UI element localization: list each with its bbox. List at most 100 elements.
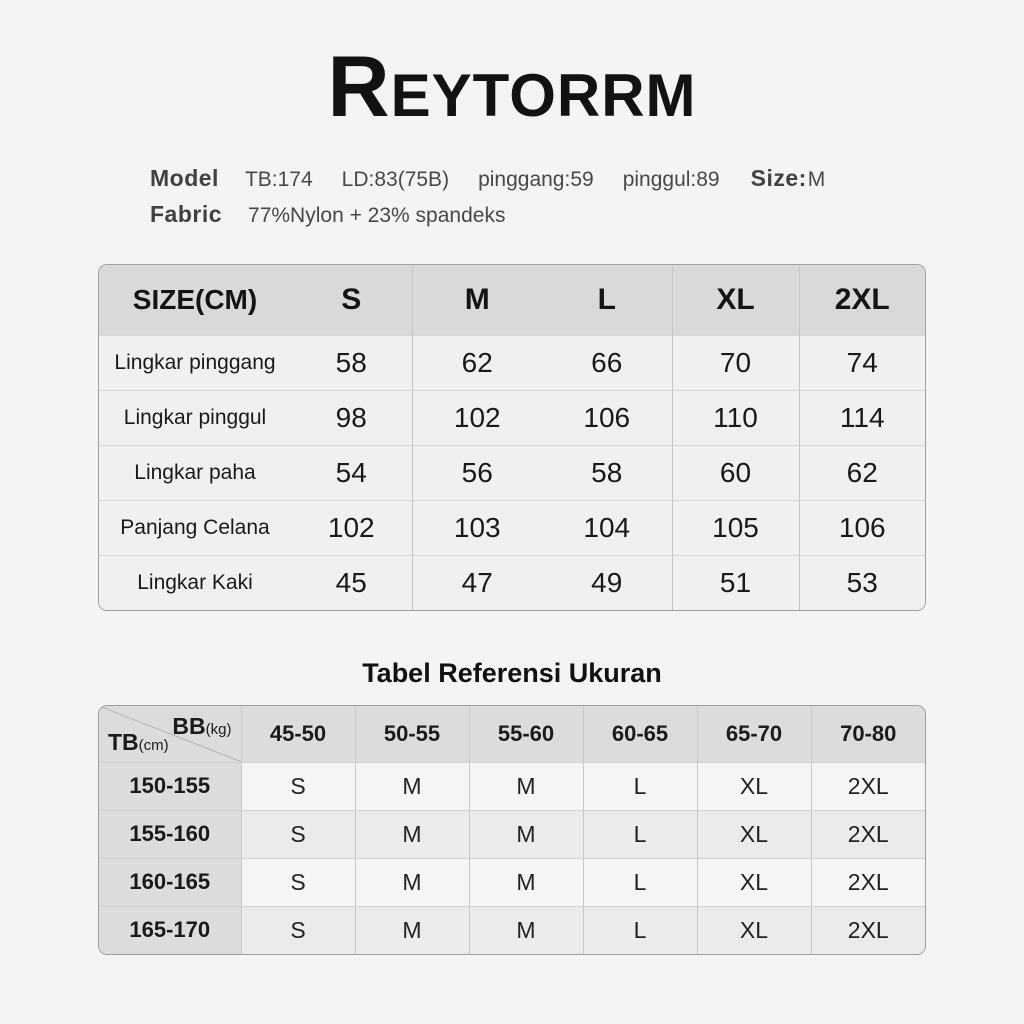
model-spec-ld: LD:83(75B): [341, 168, 450, 191]
measurement-value: 53: [798, 554, 925, 610]
recommended-size-cell: M: [354, 857, 469, 906]
measurement-value: 49: [542, 554, 672, 610]
weight-range-header: 45-50: [240, 706, 355, 762]
model-spec-pinggang: pinggang:59: [478, 168, 594, 191]
recommended-size-cell: M: [468, 761, 583, 810]
size-table-row: Lingkar Kaki 45 47 49 51 53: [99, 554, 925, 610]
model-spec-pinggul: pinggul:89: [622, 168, 720, 191]
weight-range-header: 70-80: [810, 706, 925, 762]
measurement-value: 104: [542, 499, 672, 555]
measurement-value: 56: [411, 444, 542, 500]
measurement-value: 70: [671, 334, 799, 390]
recommended-size-cell: S: [240, 857, 355, 906]
weight-range-header: 50-55: [354, 706, 469, 762]
recommended-size-cell: XL: [696, 809, 811, 858]
brand-initial-letter: R: [327, 39, 391, 135]
brand-title: REYTORRM: [0, 44, 1024, 130]
measurement-value: 58: [291, 334, 412, 390]
corner-header-cell: BB(kg) TB(cm): [99, 706, 241, 762]
measurement-label: Lingkar paha: [99, 444, 291, 500]
recommended-size-cell: XL: [696, 857, 811, 906]
measurement-label: Lingkar pinggang: [99, 334, 291, 390]
brand-name-rest: EYTORRM: [390, 62, 697, 129]
model-label: Model: [150, 165, 219, 191]
measurement-value: 62: [798, 444, 925, 500]
reference-table-row: 155-160 S M M L XL 2XL: [99, 809, 925, 858]
measurement-value: 98: [291, 389, 412, 445]
measurement-label: Panjang Celana: [99, 499, 291, 555]
size-table-row: Panjang Celana 102 103 104 105 106: [99, 499, 925, 555]
height-range-label: 165-170: [99, 905, 241, 954]
measurement-value: 110: [671, 389, 799, 445]
measurement-value: 106: [542, 389, 672, 445]
height-range-label: 150-155: [99, 761, 241, 810]
measurement-value: 114: [798, 389, 925, 445]
fabric-info-row: Fabric 77%Nylon + 23% spandeks: [150, 201, 825, 237]
measurement-value: 62: [411, 334, 542, 390]
reference-table-row: 160-165 S M M L XL 2XL: [99, 857, 925, 906]
size-unit-header: SIZE(CM): [99, 265, 291, 335]
recommended-size-cell: M: [354, 905, 469, 954]
measurement-value: 66: [542, 334, 672, 390]
recommended-size-cell: L: [582, 809, 697, 858]
reference-table-header-row: BB(kg) TB(cm) 45-50 50-55 55-60 60-65 65…: [99, 706, 925, 762]
recommended-size-cell: L: [582, 761, 697, 810]
model-info-row: Model TB:174 LD:83(75B) pinggang:59 ping…: [150, 165, 825, 201]
weight-range-header: 60-65: [582, 706, 697, 762]
size-header-m: M: [411, 265, 542, 335]
fabric-label: Fabric: [150, 201, 223, 227]
measurement-value: 51: [671, 554, 799, 610]
size-table-row: Lingkar paha 54 56 58 60 62: [99, 444, 925, 500]
measurement-value: 54: [291, 444, 412, 500]
measurement-value: 47: [411, 554, 542, 610]
weight-range-header: 65-70: [696, 706, 811, 762]
measurement-value: 45: [291, 554, 412, 610]
recommended-size-cell: 2XL: [810, 761, 925, 810]
measurement-value: 106: [798, 499, 925, 555]
size-header-xl: XL: [671, 265, 799, 335]
recommended-size-cell: M: [468, 809, 583, 858]
reference-table-row: 165-170 S M M L XL 2XL: [99, 905, 925, 954]
measurement-label: Lingkar pinggul: [99, 389, 291, 445]
size-header-l: L: [542, 265, 672, 335]
size-table-row: Lingkar pinggul 98 102 106 110 114: [99, 389, 925, 445]
measurement-label: Lingkar Kaki: [99, 554, 291, 610]
model-spec-tb: TB:174: [244, 168, 313, 191]
height-range-label: 155-160: [99, 809, 241, 858]
recommended-size-cell: XL: [696, 905, 811, 954]
recommended-size-cell: XL: [696, 761, 811, 810]
weight-axis-label: BB(kg): [172, 713, 232, 739]
recommended-size-cell: M: [354, 761, 469, 810]
recommended-size-cell: M: [468, 905, 583, 954]
size-table-header-row: SIZE(CM) S M L XL 2XL: [99, 265, 925, 335]
height-axis-label: TB(cm): [108, 728, 169, 755]
size-label: Size:: [750, 165, 807, 191]
measurement-value: 102: [411, 389, 542, 445]
recommended-size-cell: S: [240, 761, 355, 810]
recommended-size-cell: S: [240, 809, 355, 858]
corner-diagonal-line: [99, 706, 241, 762]
recommended-size-cell: L: [582, 905, 697, 954]
recommended-size-cell: L: [582, 857, 697, 906]
recommended-size-cell: S: [240, 905, 355, 954]
measurement-value: 58: [542, 444, 672, 500]
height-range-label: 160-165: [99, 857, 241, 906]
measurement-value: 103: [411, 499, 542, 555]
recommended-size-cell: M: [468, 857, 583, 906]
measurement-value: 74: [798, 334, 925, 390]
measurement-value: 105: [671, 499, 799, 555]
size-value: M: [807, 168, 826, 191]
fabric-value: 77%Nylon + 23% spandeks: [248, 204, 506, 227]
size-header-s: S: [291, 265, 412, 335]
size-header-2xl: 2XL: [798, 265, 925, 335]
measurement-value: 102: [291, 499, 412, 555]
recommended-size-cell: 2XL: [810, 809, 925, 858]
measurement-value: 60: [671, 444, 799, 500]
weight-range-header: 55-60: [468, 706, 583, 762]
reference-table-card: BB(kg) TB(cm) 45-50 50-55 55-60 60-65 65…: [98, 705, 926, 955]
product-info: Model TB:174 LD:83(75B) pinggang:59 ping…: [150, 165, 825, 237]
size-table-card: SIZE(CM) S M L XL 2XL Lingkar pinggang 5…: [98, 264, 926, 611]
reference-table-row: 150-155 S M M L XL 2XL: [99, 761, 925, 810]
recommended-size-cell: M: [354, 809, 469, 858]
